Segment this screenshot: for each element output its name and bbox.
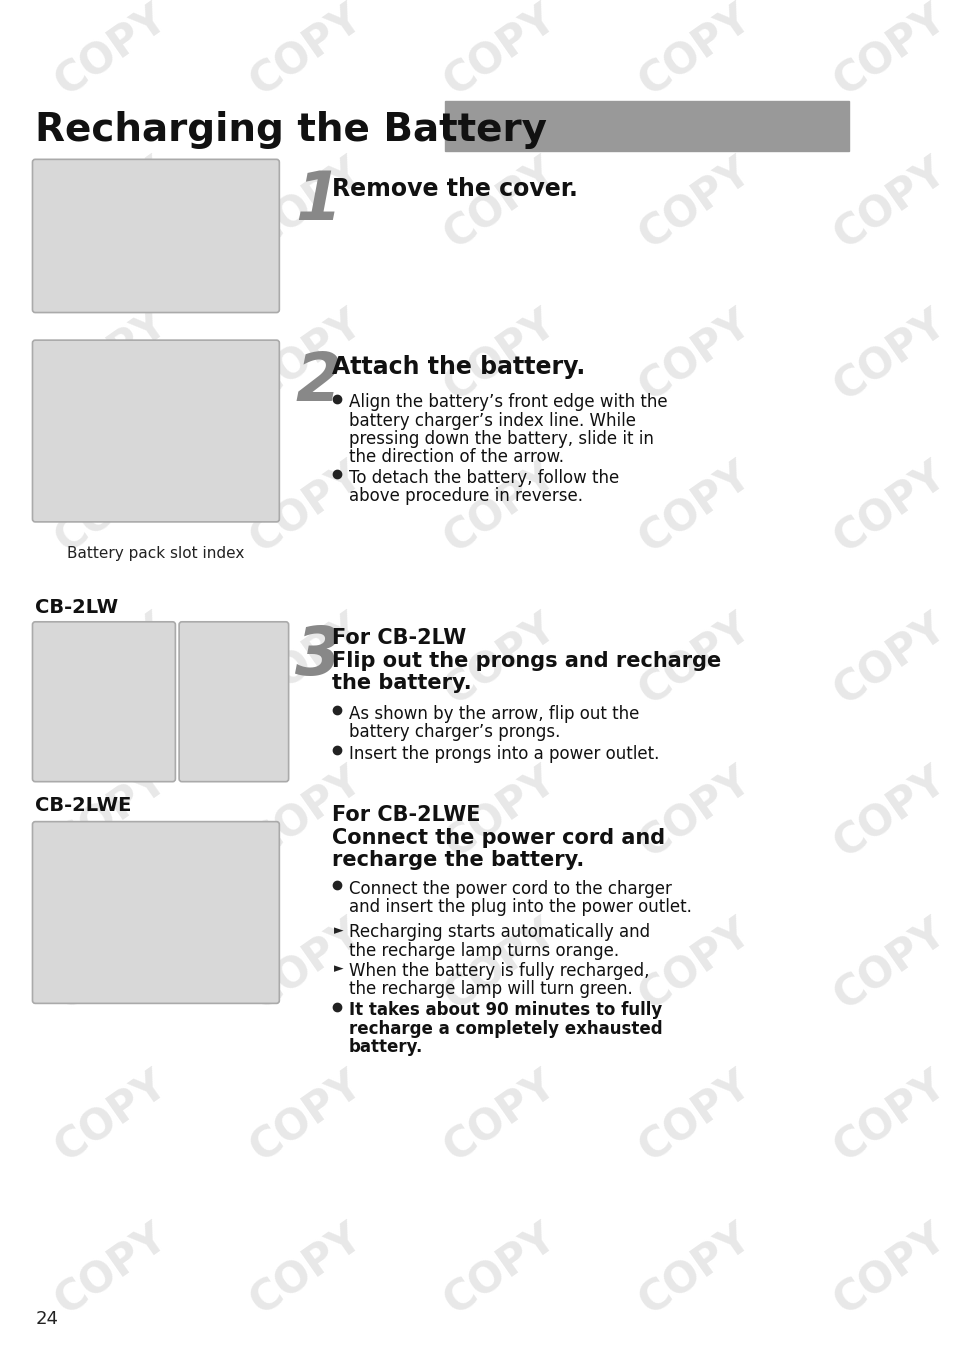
- Text: COPY: COPY: [631, 911, 760, 1018]
- Text: COPY: COPY: [631, 455, 760, 561]
- Text: the battery.: the battery.: [332, 674, 472, 693]
- Text: COPY: COPY: [48, 0, 175, 105]
- Text: recharge the battery.: recharge the battery.: [332, 850, 584, 870]
- Text: Battery pack slot index: Battery pack slot index: [67, 546, 244, 561]
- Text: COPY: COPY: [242, 911, 370, 1018]
- Text: COPY: COPY: [826, 149, 953, 257]
- Text: the recharge lamp will turn green.: the recharge lamp will turn green.: [349, 979, 632, 998]
- Text: Connect the power cord and: Connect the power cord and: [332, 829, 664, 849]
- Text: CB-2LW: CB-2LW: [35, 599, 118, 617]
- Text: COPY: COPY: [436, 759, 564, 866]
- Text: COPY: COPY: [826, 1063, 953, 1170]
- FancyBboxPatch shape: [32, 822, 279, 1003]
- Text: When the battery is fully recharged,: When the battery is fully recharged,: [349, 962, 649, 979]
- Text: COPY: COPY: [242, 0, 370, 105]
- Text: COPY: COPY: [826, 0, 953, 105]
- Text: For CB-2LWE: For CB-2LWE: [332, 806, 480, 826]
- Text: COPY: COPY: [631, 1216, 760, 1322]
- Text: COPY: COPY: [826, 759, 953, 866]
- Text: Flip out the prongs and recharge: Flip out the prongs and recharge: [332, 651, 720, 671]
- Text: For CB-2LW: For CB-2LW: [332, 628, 466, 648]
- Text: Recharging starts automatically and: Recharging starts automatically and: [349, 924, 649, 942]
- FancyBboxPatch shape: [32, 621, 175, 781]
- Text: As shown by the arrow, flip out the: As shown by the arrow, flip out the: [349, 705, 639, 722]
- FancyBboxPatch shape: [179, 621, 289, 781]
- Text: COPY: COPY: [436, 1216, 564, 1322]
- FancyBboxPatch shape: [32, 340, 279, 522]
- Text: COPY: COPY: [48, 301, 175, 409]
- Text: COPY: COPY: [631, 1063, 760, 1170]
- Text: COPY: COPY: [48, 455, 175, 561]
- Text: 2: 2: [294, 348, 341, 414]
- Text: CB-2LWE: CB-2LWE: [35, 796, 132, 815]
- Text: COPY: COPY: [631, 759, 760, 866]
- Text: Attach the battery.: Attach the battery.: [332, 355, 585, 379]
- Text: Recharging the Battery: Recharging the Battery: [35, 110, 547, 149]
- Text: ►: ►: [334, 924, 343, 937]
- Text: COPY: COPY: [48, 911, 175, 1018]
- Text: COPY: COPY: [631, 0, 760, 105]
- Text: COPY: COPY: [48, 1216, 175, 1322]
- Text: Insert the prongs into a power outlet.: Insert the prongs into a power outlet.: [349, 745, 659, 763]
- Text: COPY: COPY: [242, 301, 370, 409]
- Text: COPY: COPY: [826, 455, 953, 561]
- Text: COPY: COPY: [826, 911, 953, 1018]
- Text: COPY: COPY: [48, 759, 175, 866]
- Text: COPY: COPY: [631, 301, 760, 409]
- Text: Align the battery’s front edge with the: Align the battery’s front edge with the: [349, 394, 667, 412]
- Text: COPY: COPY: [436, 1063, 564, 1170]
- Text: COPY: COPY: [631, 607, 760, 713]
- Text: COPY: COPY: [436, 455, 564, 561]
- Text: 1: 1: [294, 168, 341, 234]
- Text: COPY: COPY: [826, 607, 953, 713]
- Text: COPY: COPY: [436, 911, 564, 1018]
- Text: COPY: COPY: [242, 149, 370, 257]
- Text: COPY: COPY: [48, 149, 175, 257]
- Text: ►: ►: [334, 963, 343, 975]
- Text: To detach the battery, follow the: To detach the battery, follow the: [349, 468, 618, 487]
- Text: and insert the plug into the power outlet.: and insert the plug into the power outle…: [349, 897, 691, 916]
- Text: COPY: COPY: [48, 1063, 175, 1170]
- Text: battery charger’s index line. While: battery charger’s index line. While: [349, 412, 636, 429]
- Text: Connect the power cord to the charger: Connect the power cord to the charger: [349, 880, 671, 897]
- Text: COPY: COPY: [242, 455, 370, 561]
- Text: the direction of the arrow.: the direction of the arrow.: [349, 448, 563, 465]
- Text: 24: 24: [35, 1310, 58, 1328]
- Text: battery charger’s prongs.: battery charger’s prongs.: [349, 722, 559, 741]
- Text: COPY: COPY: [436, 0, 564, 105]
- Text: COPY: COPY: [826, 301, 953, 409]
- Text: COPY: COPY: [436, 301, 564, 409]
- Text: COPY: COPY: [242, 759, 370, 866]
- Text: COPY: COPY: [48, 607, 175, 713]
- Text: COPY: COPY: [436, 149, 564, 257]
- Text: recharge a completely exhausted: recharge a completely exhausted: [349, 1020, 662, 1037]
- Text: battery.: battery.: [349, 1037, 423, 1056]
- Text: COPY: COPY: [242, 607, 370, 713]
- Text: above procedure in reverse.: above procedure in reverse.: [349, 487, 582, 504]
- Text: COPY: COPY: [436, 607, 564, 713]
- FancyBboxPatch shape: [32, 159, 279, 312]
- Text: It takes about 90 minutes to fully: It takes about 90 minutes to fully: [349, 1002, 661, 1020]
- Text: Remove the cover.: Remove the cover.: [332, 178, 578, 202]
- Text: COPY: COPY: [242, 1063, 370, 1170]
- Text: COPY: COPY: [242, 1216, 370, 1322]
- Text: the recharge lamp turns orange.: the recharge lamp turns orange.: [349, 941, 618, 959]
- Text: 3: 3: [294, 623, 341, 689]
- Text: COPY: COPY: [826, 1216, 953, 1322]
- Text: pressing down the battery, slide it in: pressing down the battery, slide it in: [349, 429, 653, 448]
- Text: COPY: COPY: [631, 149, 760, 257]
- Bar: [445, 101, 848, 151]
